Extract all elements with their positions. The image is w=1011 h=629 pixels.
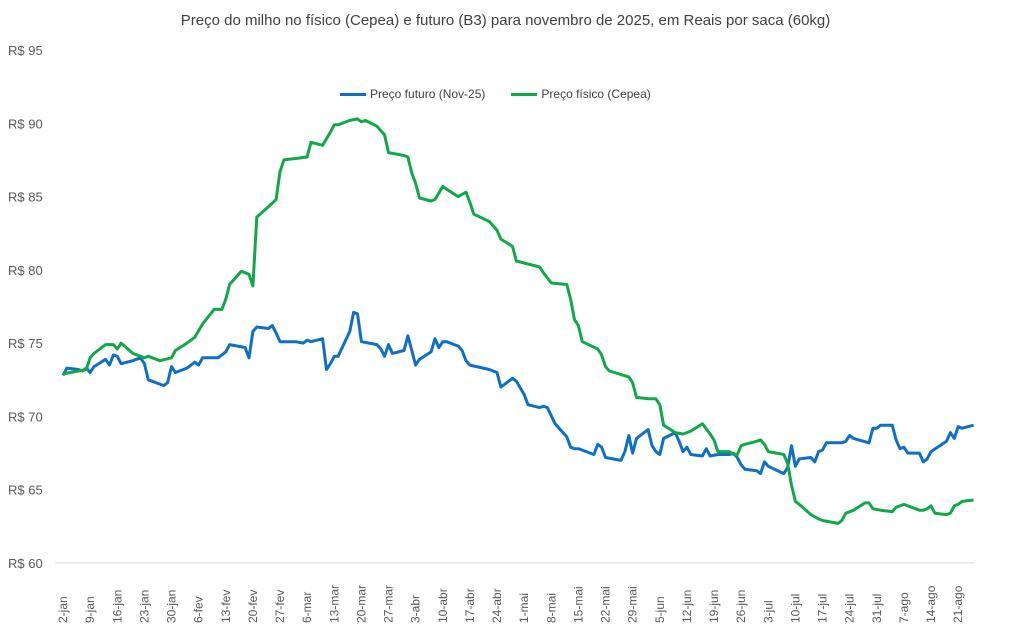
x-tick-label: 31-jul — [870, 594, 884, 623]
x-tick-label: 23-jan — [137, 590, 151, 623]
legend-label-fisico: Preço físico (Cepea) — [541, 87, 651, 101]
x-tick-label: 20-fev — [246, 590, 260, 623]
x-tick-label: 27-fev — [273, 590, 287, 623]
y-tick-label: R$ 60 — [8, 556, 43, 571]
legend-label-futuro: Preço futuro (Nov-25) — [370, 87, 486, 101]
chart-title: Preço do milho no físico (Cepea) e futur… — [180, 12, 831, 29]
y-tick-label: R$ 95 — [8, 43, 43, 58]
x-tick-label: 10-jul — [788, 594, 802, 623]
x-tick-label: 30-jan — [165, 590, 179, 623]
x-tick-label: 16-jan — [110, 590, 124, 623]
x-tick-label: 12-jun — [680, 590, 694, 623]
x-tick-label: 24-jul — [843, 594, 857, 623]
legend-swatch-fisico — [511, 92, 538, 96]
x-tick-label: 15-mai — [571, 586, 585, 623]
x-tick-label: 14-ago — [924, 585, 938, 623]
y-tick-label: R$ 75 — [8, 336, 43, 351]
x-tick-label: 17-abr — [463, 588, 477, 623]
x-tick-label: 10-abr — [436, 588, 450, 623]
legend-item-futuro: Preço futuro (Nov-25) — [340, 87, 485, 101]
x-tick-label: 3-jul — [761, 600, 775, 623]
y-tick-label: R$ 65 — [8, 483, 43, 498]
y-tick-label: R$ 80 — [8, 263, 43, 278]
x-tick-label: 13-mar — [327, 585, 341, 623]
x-tick-label: 7-ago — [897, 592, 911, 623]
series-line-fisico — [62, 117, 974, 525]
x-tick-label: 29-mai — [626, 586, 640, 623]
x-tick-label: 13-fev — [219, 590, 233, 623]
x-tick-label: 26-jun — [734, 590, 748, 623]
x-tick-label: 20-mar — [354, 585, 368, 623]
x-tick-label: 17-jul — [816, 594, 830, 623]
x-tick-label: 9-jan — [83, 596, 97, 623]
legend-swatch-futuro — [340, 92, 366, 96]
y-tick-label: R$ 90 — [8, 116, 43, 131]
x-tick-label: 6-mar — [300, 592, 314, 623]
x-tick-label: 2-jan — [56, 596, 70, 623]
x-tick-label: 19-jun — [707, 590, 721, 623]
x-tick-label: 3-abr — [409, 595, 423, 623]
y-tick-label: R$ 85 — [8, 190, 43, 205]
x-tick-label: 8-mai — [544, 593, 558, 623]
x-tick-label: 5-jun — [653, 596, 667, 623]
x-tick-label: 1-mai — [517, 593, 531, 623]
x-tick-label: 24-abr — [490, 588, 504, 623]
legend: Preço futuro (Nov-25) Preço físico (Cepe… — [340, 87, 651, 101]
x-tick-label: 27-mar — [382, 585, 396, 623]
y-tick-label: R$ 70 — [8, 409, 43, 424]
series-line-futuro — [61, 310, 974, 476]
legend-item-fisico: Preço físico (Cepea) — [511, 87, 651, 101]
x-tick-label: 6-fev — [192, 596, 206, 623]
x-tick-label: 22-mai — [599, 586, 613, 623]
x-tick-label: 21-ago — [951, 585, 965, 623]
